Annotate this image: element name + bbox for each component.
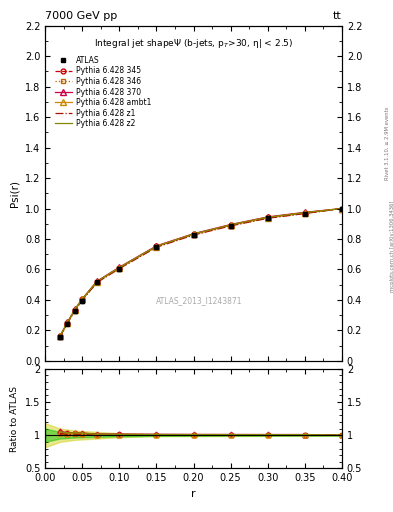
Text: tt: tt	[333, 11, 342, 20]
Text: ATLAS_2013_I1243871: ATLAS_2013_I1243871	[156, 296, 243, 305]
Y-axis label: Ratio to ATLAS: Ratio to ATLAS	[10, 386, 19, 452]
Text: 7000 GeV pp: 7000 GeV pp	[45, 11, 118, 20]
Legend: ATLAS, Pythia 6.428 345, Pythia 6.428 346, Pythia 6.428 370, Pythia 6.428 ambt1,: ATLAS, Pythia 6.428 345, Pythia 6.428 34…	[52, 53, 154, 131]
X-axis label: r: r	[191, 489, 196, 499]
Text: Integral jet shapeΨ (b-jets, p$_T$>30, η| < 2.5): Integral jet shapeΨ (b-jets, p$_T$>30, η…	[94, 37, 293, 50]
Text: Rivet 3.1.10, ≥ 2.9M events: Rivet 3.1.10, ≥ 2.9M events	[385, 106, 389, 180]
Y-axis label: Psi(r): Psi(r)	[9, 180, 19, 207]
Text: mcplots.cern.ch [arXiv:1306.3436]: mcplots.cern.ch [arXiv:1306.3436]	[390, 200, 393, 291]
